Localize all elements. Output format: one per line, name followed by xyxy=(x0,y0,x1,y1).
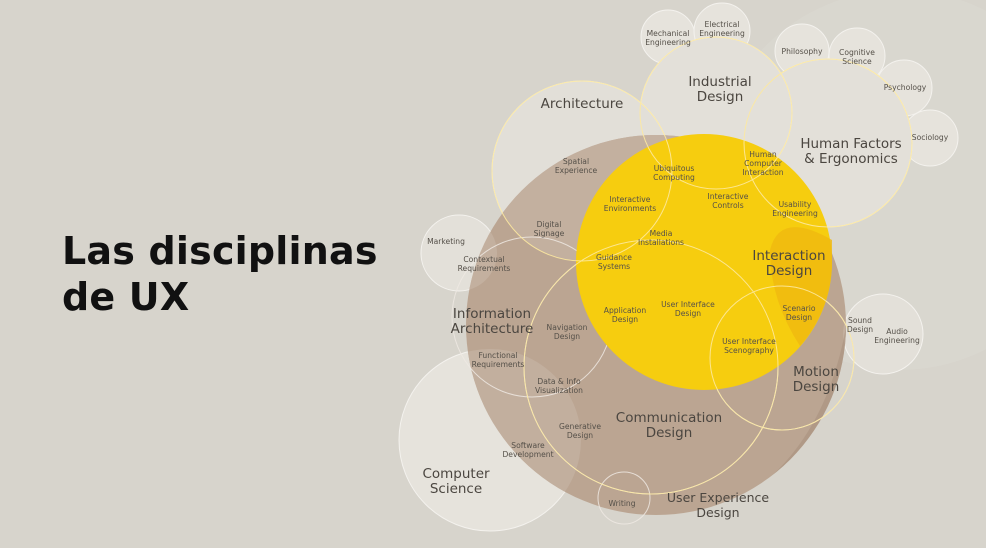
label-computer-science-1: Computer xyxy=(422,466,490,482)
label-ux-design-2: Design xyxy=(696,505,739,520)
label-data-info-viz-1: Data & Info xyxy=(537,377,581,386)
label-information-architecture-1: Information xyxy=(453,306,531,322)
label-scenario-design-1: Scenario xyxy=(782,304,815,313)
interaction-design-circle xyxy=(576,134,832,390)
label-scenario-design-2: Design xyxy=(786,313,812,322)
label-navigation-design-2: Design xyxy=(554,332,580,341)
label-computer-science-2: Science xyxy=(430,481,482,497)
label-interactive-environments-2: Environments xyxy=(604,204,656,213)
label-contextual-requirements-2: Requirements xyxy=(458,264,511,273)
label-audio-engineering-2: Engineering xyxy=(874,336,920,345)
label-electrical-engineering-2: Engineering xyxy=(699,29,745,38)
label-writing: Writing xyxy=(608,499,635,508)
label-interactive-controls-1: Interactive xyxy=(708,192,749,201)
label-motion-design-2: Design xyxy=(793,379,840,395)
label-ui-scenography-1: User Interface xyxy=(722,337,776,346)
label-spatial-experience-2: Experience xyxy=(555,166,598,175)
label-motion-design-1: Motion xyxy=(793,364,839,380)
label-functional-requirements-1: Functional xyxy=(478,351,517,360)
label-data-info-viz-2: Visualization xyxy=(535,386,583,395)
label-sound-design-1: Sound xyxy=(848,316,872,325)
label-cognitive-science-2: Science xyxy=(842,57,872,66)
label-mechanical-engineering-1: Mechanical xyxy=(647,29,690,38)
label-application-design-2: Design xyxy=(612,315,638,324)
label-usability-engineering-2: Engineering xyxy=(772,209,818,218)
label-hci-1: Human xyxy=(749,150,777,159)
title-line-1: Las disciplinas xyxy=(62,229,378,273)
label-communication-design-2: Design xyxy=(646,425,693,441)
label-digital-signage-1: Digital xyxy=(537,220,562,229)
label-interactive-environments-1: Interactive xyxy=(610,195,651,204)
label-hci-2: Computer xyxy=(744,159,783,168)
interaction-sub-circles xyxy=(491,36,913,495)
label-information-architecture-2: Architecture xyxy=(451,321,534,337)
writing-circle xyxy=(597,471,651,525)
label-ui-design-1: User Interface xyxy=(661,300,715,309)
label-navigation-design-1: Navigation xyxy=(547,323,588,332)
label-human-factors-1: Human Factors xyxy=(800,136,901,152)
slide-title: Las disciplinas de UX xyxy=(62,228,378,320)
label-ui-scenography-2: Scenography xyxy=(724,346,774,355)
label-industrial-design-1: Industrial xyxy=(688,74,751,90)
label-application-design-1: Application xyxy=(604,306,647,315)
diagram-labels: Architecture Industrial Design Human Fac… xyxy=(422,20,948,520)
label-digital-signage-2: Signage xyxy=(534,229,565,238)
label-interactive-controls-2: Controls xyxy=(712,201,743,210)
label-electrical-engineering-1: Electrical xyxy=(705,20,740,29)
label-software-development-2: Development xyxy=(502,450,553,459)
interaction-design-shade xyxy=(770,227,832,346)
label-usability-engineering-1: Usability xyxy=(779,200,812,209)
label-ubiquitous-computing-2: Computing xyxy=(653,173,695,182)
label-industrial-design-2: Design xyxy=(697,89,744,105)
label-guidance-systems-1: Guidance xyxy=(596,253,632,262)
label-cognitive-science-1: Cognitive xyxy=(839,48,875,57)
label-spatial-experience-1: Spatial xyxy=(563,157,589,166)
label-hci-3: Interaction xyxy=(742,168,783,177)
label-sociology: Sociology xyxy=(912,133,949,142)
label-marketing: Marketing xyxy=(427,237,465,246)
label-sound-design-2: Design xyxy=(847,325,873,334)
label-generative-design-2: Design xyxy=(567,431,593,440)
label-functional-requirements-2: Requirements xyxy=(472,360,525,369)
label-ubiquitous-computing-1: Ubiquitous xyxy=(654,164,695,173)
label-communication-design-1: Communication xyxy=(616,410,722,426)
label-interaction-design-1: Interaction xyxy=(752,248,825,264)
title-line-2: de UX xyxy=(62,275,190,319)
label-media-installations-1: Media xyxy=(650,229,673,238)
label-audio-engineering-1: Audio xyxy=(886,327,908,336)
label-philosophy: Philosophy xyxy=(782,47,823,56)
label-human-factors-2: & Ergonomics xyxy=(804,151,898,167)
label-ui-design-2: Design xyxy=(675,309,701,318)
audio-engineering-circle xyxy=(842,293,924,375)
label-interaction-design-2: Design xyxy=(766,263,813,279)
label-mechanical-engineering-2: Engineering xyxy=(645,38,691,47)
label-software-development-1: Software xyxy=(511,441,545,450)
label-ux-design-1: User Experience xyxy=(667,490,769,505)
label-contextual-requirements-1: Contextual xyxy=(463,255,504,264)
label-generative-design-1: Generative xyxy=(559,422,601,431)
label-guidance-systems-2: Systems xyxy=(598,262,630,271)
label-architecture: Architecture xyxy=(541,96,624,112)
label-psychology: Psychology xyxy=(884,83,927,92)
label-media-installations-2: Installations xyxy=(638,238,684,247)
